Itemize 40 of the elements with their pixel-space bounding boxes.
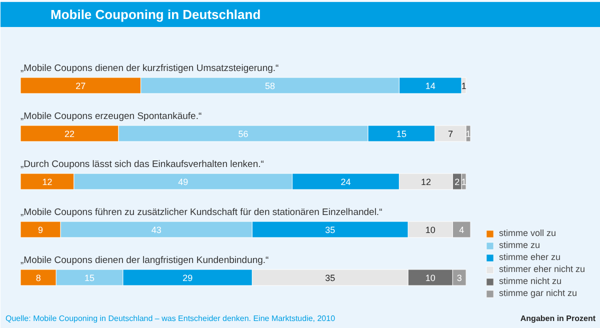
data-label: 43 — [151, 225, 162, 235]
legend-label: stimme eher zu — [499, 252, 561, 262]
source-note: Quelle: Mobile Couponing in Deutschland – was Entscheider denken. Eine Marktstudie, 2010 — [6, 314, 336, 323]
y-tick-label: „Mobile Coupons führen zu zusätzlicher Kundschaft für den stationären Einzelhandel.“ — [20, 207, 382, 218]
data-label: 49 — [178, 177, 188, 187]
data-label: 10 — [425, 273, 436, 283]
data-label: 7 — [448, 129, 453, 139]
y-tick-label: „Mobile Coupons dienen der langfristigen Kundenbindung.“ — [20, 255, 269, 266]
y-tick-label: „Mobile Coupons erzeugen Spontankäufe.“ — [20, 111, 202, 122]
data-label: 3 — [456, 273, 462, 283]
legend-label: stimme voll zu — [499, 228, 556, 238]
legend-label: stimme nicht zu — [499, 276, 562, 286]
data-label: 4 — [459, 225, 464, 235]
data-label: 14 — [425, 81, 436, 91]
data-label: 15 — [84, 273, 95, 283]
data-label: 1 — [461, 81, 466, 91]
data-label: 8 — [36, 273, 41, 283]
data-label: 29 — [182, 273, 193, 283]
data-label: 10 — [425, 225, 436, 235]
legend-label: stimme zu — [499, 240, 540, 250]
data-label: 12 — [42, 177, 52, 187]
data-label: 35 — [325, 225, 336, 235]
y-tick-label: „Mobile Coupons dienen der kurzfristigen Umsatzsteigerung.“ — [20, 63, 279, 74]
data-label: 35 — [325, 273, 336, 283]
data-label: 2 — [454, 177, 460, 187]
chart-title: Mobile Couponing in Deutschland — [50, 7, 261, 22]
data-label: 15 — [396, 129, 406, 139]
data-label: 22 — [64, 129, 75, 139]
data-label: 27 — [76, 81, 86, 91]
y-tick-label: „Durch Coupons lässt sich das Einkaufsverhalten lenken.“ — [20, 159, 264, 170]
data-label: 9 — [38, 225, 44, 235]
data-label: 1 — [461, 177, 466, 187]
data-label: 12 — [420, 177, 431, 187]
text: Angaben in Prozent — [520, 314, 596, 323]
legend-label: stimme gar nicht zu — [499, 288, 578, 298]
data-label: 58 — [265, 81, 276, 91]
data-label: 56 — [238, 129, 248, 139]
data-label: 24 — [340, 177, 351, 187]
legend-label: stimmer eher nicht zu — [499, 264, 586, 274]
data-label: 1 — [466, 129, 471, 139]
